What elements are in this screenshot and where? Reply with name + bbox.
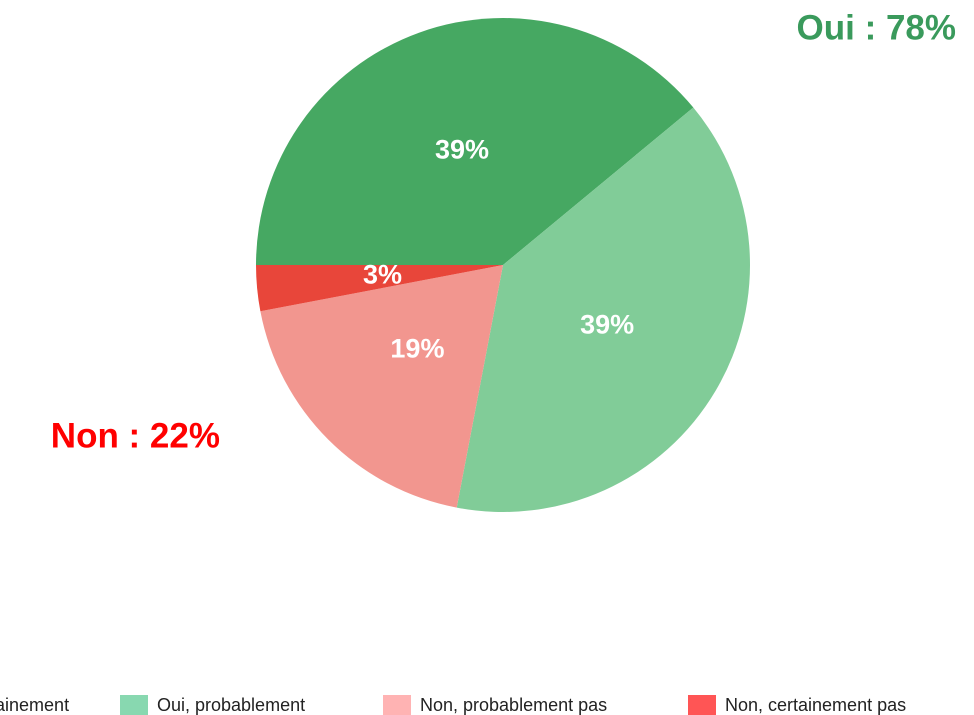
legend-swatch — [120, 695, 148, 715]
legend: Oui, certainement Oui, probablement Non, p… — [0, 695, 906, 715]
slice-labels: 39% 39% 19% 3% — [363, 134, 634, 363]
slice-label: 3% — [363, 260, 402, 290]
pie-slice — [256, 18, 694, 265]
pie-slice — [260, 265, 503, 508]
slice-label: 19% — [390, 334, 444, 364]
legend-label: Oui, certainement — [0, 695, 69, 715]
legend-label: Oui, probablement — [157, 695, 305, 715]
annotation: Non : 22% — [51, 416, 220, 455]
legend-swatch — [383, 695, 411, 715]
legend-swatch — [688, 695, 716, 715]
slice-label: 39% — [435, 134, 489, 164]
legend-label: Non, certainement pas — [725, 695, 906, 715]
legend-label: Non, probablement pas — [420, 695, 607, 715]
pie — [256, 18, 751, 512]
annotation: Oui : 78% — [797, 8, 956, 47]
slice-label: 39% — [580, 310, 634, 340]
pie-slice — [456, 107, 751, 512]
pie-slice — [256, 265, 503, 312]
